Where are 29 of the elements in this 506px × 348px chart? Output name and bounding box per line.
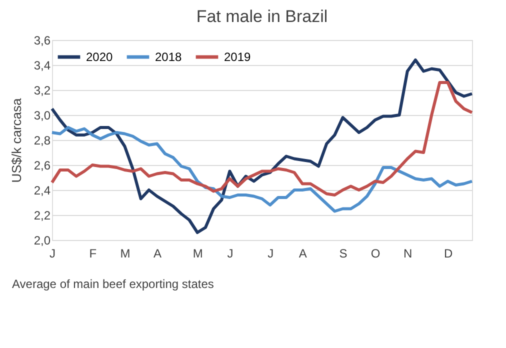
x-tick-label: J: [50, 246, 56, 260]
x-tick-label: M: [120, 246, 130, 260]
x-tick-label: A: [153, 246, 162, 260]
y-tick-label: 2,2: [34, 208, 51, 222]
y-tick-label: 3,6: [34, 34, 51, 48]
y-tick-label: 2,6: [34, 158, 51, 172]
x-tick-label: N: [404, 246, 412, 260]
y-axis-title: US$/k carcasa: [8, 97, 24, 183]
y-tick-label: 3,2: [34, 84, 51, 98]
text: Average of main beef exporting states: [12, 277, 214, 291]
y-tick-label: 3,4: [34, 58, 51, 72]
line-series: [50, 81, 474, 196]
x-tick-label: D: [444, 246, 453, 260]
x-tick-label: O: [370, 246, 380, 260]
y-tick-label: 2,4: [34, 184, 51, 198]
x-tick-label: A: [298, 246, 307, 260]
y-tick-label: 3,0: [34, 108, 51, 122]
x-tick-label: F: [89, 246, 97, 260]
y-tick-label: 2,0: [34, 234, 51, 248]
x-tick-label: M: [192, 246, 203, 260]
x-tick-label: S: [339, 246, 348, 260]
x-tick-label: J: [227, 246, 234, 260]
chart-title: Fat male in Brazil: [196, 7, 328, 26]
line-series: [50, 126, 474, 213]
legend-label: 2019: [224, 50, 252, 64]
legend-label: 2020: [86, 50, 114, 64]
x-tick-label: J: [268, 246, 274, 260]
legend-label: 2018: [155, 50, 182, 64]
y-tick-label: 2,8: [34, 134, 51, 148]
